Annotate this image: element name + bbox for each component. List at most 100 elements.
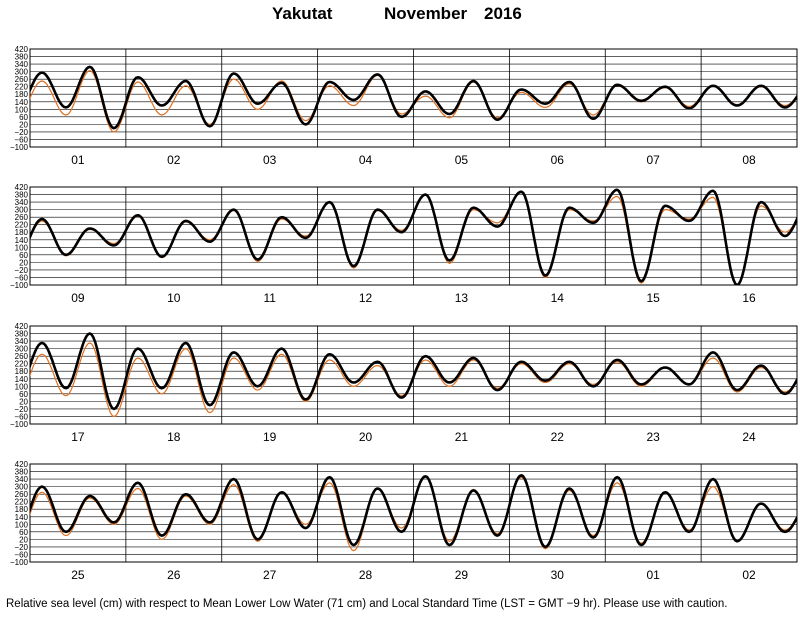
predicted-tide-line (30, 192, 797, 285)
y-tick-label: 180 (15, 367, 29, 376)
year-label: 2016 (484, 4, 522, 23)
y-tick-label: 220 (15, 360, 29, 369)
y-tick-label: 100 (15, 382, 29, 391)
y-tick-label: −20 (14, 405, 28, 414)
x-tick-label: 25 (71, 568, 85, 582)
y-tick-label: 60 (19, 528, 28, 537)
y-tick-label: 380 (15, 191, 29, 200)
y-tick-label: −60 (14, 412, 28, 421)
x-tick-label: 01 (647, 568, 661, 582)
y-tick-label: 20 (19, 397, 28, 406)
y-tick-label: 220 (15, 221, 29, 230)
predicted-tide-line (30, 342, 797, 418)
y-tick-label: 20 (19, 258, 28, 267)
y-tick-label: 180 (15, 505, 29, 514)
y-tick-label: 20 (19, 120, 28, 129)
observed-tide-line (30, 188, 797, 285)
y-tick-label: 300 (15, 345, 29, 354)
y-tick-label: 340 (15, 475, 29, 484)
x-tick-label: 28 (359, 568, 373, 582)
x-tick-label: 09 (71, 291, 85, 305)
observed-tide-line (30, 332, 797, 411)
y-tick-label: 340 (15, 337, 29, 346)
x-tick-label: 07 (647, 153, 661, 167)
x-tick-label: 02 (167, 153, 181, 167)
tide-panel: 4203803403002602201801401006020−20−60−10… (10, 45, 798, 167)
y-tick-label: −60 (14, 135, 28, 144)
y-tick-label: 260 (15, 75, 29, 84)
x-tick-label: 12 (359, 291, 373, 305)
x-tick-label: 08 (742, 153, 756, 167)
x-tick-label: 11 (263, 291, 276, 305)
x-tick-label: 30 (551, 568, 565, 582)
y-tick-label: 100 (15, 520, 29, 529)
y-tick-label: −20 (14, 543, 28, 552)
y-tick-label: 300 (15, 206, 29, 215)
x-tick-label: 24 (742, 430, 756, 444)
observed-tide-line (30, 65, 797, 130)
y-tick-label: −100 (10, 558, 29, 567)
y-tick-label: 140 (15, 236, 29, 245)
x-tick-label: 26 (167, 568, 181, 582)
x-tick-label: 03 (263, 153, 277, 167)
y-tick-label: 180 (15, 90, 29, 99)
y-tick-label: 60 (19, 251, 28, 260)
x-tick-label: 05 (455, 153, 469, 167)
x-tick-label: 15 (647, 291, 661, 305)
tide-panel: 4203803403002602201801401006020−20−60−10… (10, 460, 798, 582)
x-tick-label: 21 (455, 430, 469, 444)
y-tick-label: 420 (15, 183, 29, 192)
observed-tide-line (30, 473, 797, 549)
y-tick-label: 380 (15, 53, 29, 62)
y-tick-label: 100 (15, 105, 29, 114)
y-tick-label: 60 (19, 113, 28, 122)
y-tick-label: 260 (15, 213, 29, 222)
station-name: Yakutat (272, 4, 333, 23)
y-tick-label: 260 (15, 352, 29, 361)
x-tick-label: 14 (551, 291, 565, 305)
y-tick-label: 340 (15, 198, 29, 207)
x-tick-label: 04 (359, 153, 373, 167)
x-tick-label: 02 (742, 568, 756, 582)
tide-panel: 4203803403002602201801401006020−20−60−10… (10, 183, 798, 305)
x-tick-label: 20 (359, 430, 373, 444)
x-tick-label: 13 (455, 291, 469, 305)
x-tick-label: 29 (455, 568, 469, 582)
y-tick-label: 140 (15, 98, 29, 107)
y-tick-label: 420 (15, 460, 29, 469)
y-tick-label: 60 (19, 390, 28, 399)
y-tick-label: 20 (19, 535, 28, 544)
tide-panel: 4203803403002602201801401006020−20−60−10… (10, 322, 798, 444)
x-tick-label: 19 (263, 430, 277, 444)
y-tick-label: 220 (15, 83, 29, 92)
footnote: Relative sea level (cm) with respect to … (6, 598, 728, 610)
y-tick-label: 220 (15, 498, 29, 507)
x-tick-label: 16 (742, 291, 756, 305)
y-tick-label: 140 (15, 513, 29, 522)
y-tick-label: 380 (15, 330, 29, 339)
y-tick-label: 100 (15, 243, 29, 252)
y-tick-label: 140 (15, 375, 29, 384)
y-tick-label: −100 (10, 281, 29, 290)
chart-title: Yakutat November 2016 (0, 4, 800, 28)
x-tick-label: 06 (551, 153, 565, 167)
y-tick-label: 340 (15, 60, 29, 69)
y-tick-label: 380 (15, 468, 29, 477)
month-name: November (384, 4, 468, 23)
y-tick-label: 420 (15, 322, 29, 331)
x-tick-label: 27 (263, 568, 277, 582)
y-tick-label: 420 (15, 45, 29, 54)
x-tick-label: 01 (71, 153, 85, 167)
y-tick-label: −100 (10, 420, 29, 429)
y-tick-label: 300 (15, 483, 29, 492)
y-tick-label: −100 (10, 143, 29, 152)
y-tick-label: 260 (15, 490, 29, 499)
y-tick-label: −60 (14, 273, 28, 282)
x-tick-label: 10 (167, 291, 181, 305)
y-tick-label: −20 (14, 266, 28, 275)
y-tick-label: −20 (14, 128, 28, 137)
x-tick-label: 23 (647, 430, 661, 444)
y-tick-label: 180 (15, 228, 29, 237)
y-tick-label: −60 (14, 550, 28, 559)
